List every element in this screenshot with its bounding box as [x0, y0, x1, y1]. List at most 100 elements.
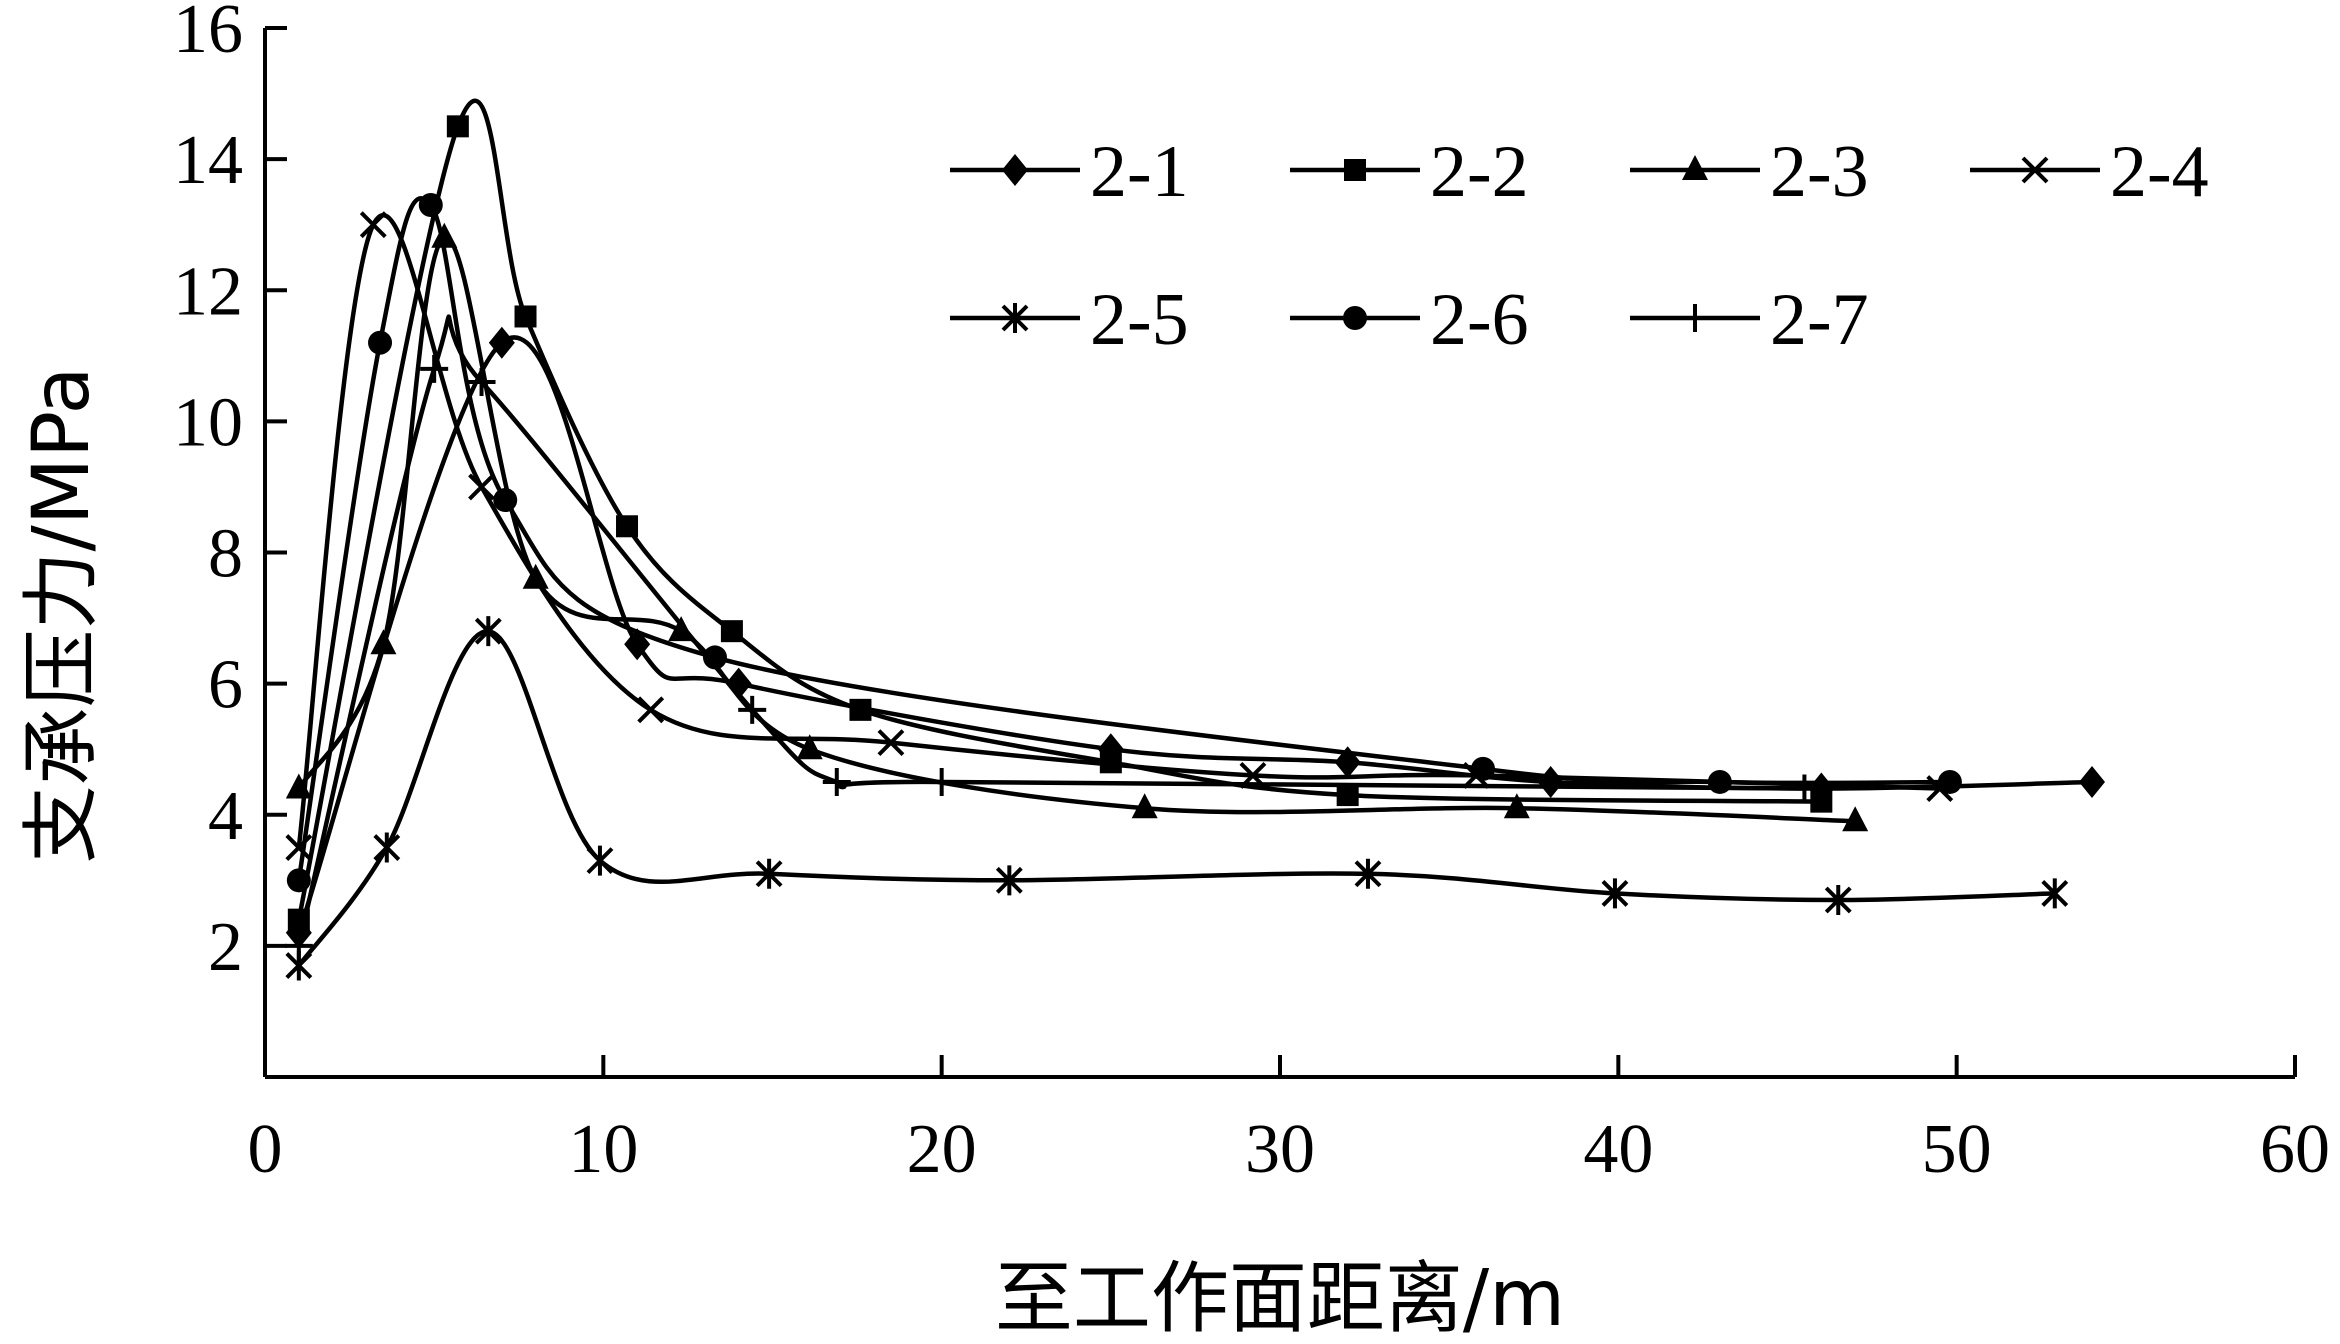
axes [263, 28, 2295, 1079]
data-point-2-7-4 [822, 767, 851, 796]
data-point-2-2-8 [1810, 790, 1833, 813]
x-axis-title: 至工作面距离/m [995, 1254, 1565, 1344]
data-point-2-3-7 [1503, 793, 1530, 819]
legend-label: 2-7 [1770, 279, 1869, 361]
data-point-2-5-4 [755, 858, 783, 889]
legend-item-2-1: 2-1 [950, 131, 1189, 213]
legend-marker-2-6 [1343, 306, 1367, 330]
legend-item-2-7: 2-7 [1630, 279, 1869, 361]
data-point-2-5-2 [474, 616, 502, 647]
data-point-2-3-1 [370, 629, 397, 655]
y-tick-label: 16 [173, 0, 243, 68]
data-point-2-4-4 [877, 729, 905, 757]
y-tick-label: 6 [208, 647, 243, 724]
x-tick-label: 0 [248, 1111, 283, 1188]
data-point-2-5-3 [586, 845, 614, 876]
legend-marker-2-2 [1344, 159, 1366, 181]
legend-label: 2-1 [1090, 131, 1189, 213]
data-point-2-4-1 [359, 211, 387, 239]
data-point-2-4-3 [637, 696, 665, 724]
data-point-2-7-3 [738, 695, 767, 724]
x-tick-label: 60 [2260, 1111, 2330, 1188]
x-tick-label: 20 [907, 1111, 977, 1188]
legend-label: 2-6 [1430, 279, 1529, 361]
data-point-2-1-6 [1537, 765, 1564, 798]
y-axis-title: 支承压力/MPa [17, 367, 107, 864]
y-tick-label: 10 [173, 384, 243, 461]
legend-marker-2-7 [1681, 304, 1709, 332]
data-point-2-6-5 [1471, 756, 1495, 781]
series-2-6 [286, 193, 1962, 893]
x-ticks: 0 10 20 30 40 50 60 [248, 1055, 2330, 1188]
data-point-2-3-5 [796, 734, 823, 760]
data-point-2-6-2 [418, 193, 443, 218]
data-point-2-5-6 [1354, 858, 1382, 889]
data-point-2-3-8 [1842, 806, 1869, 832]
legend-item-2-4: 2-4 [1970, 131, 2209, 213]
y-tick-label: 14 [173, 122, 243, 199]
data-point-2-2-5 [849, 698, 872, 721]
legend-item-2-3: 2-3 [1630, 131, 1869, 213]
y-tick-label: 2 [208, 909, 243, 986]
data-point-2-6-1 [368, 330, 393, 355]
series-line-2-4 [296, 213, 1943, 850]
legend-item-2-6: 2-6 [1290, 279, 1529, 361]
data-point-2-4-2 [468, 473, 495, 501]
data-point-2-6-0 [286, 868, 311, 893]
data-point-2-1-1 [488, 326, 515, 359]
series-2-2 [287, 98, 1833, 931]
data-point-2-7-0 [284, 931, 313, 960]
series-2-1 [285, 326, 2105, 949]
series-line-2-7 [296, 314, 1807, 949]
data-point-2-5-8 [1824, 884, 1852, 915]
series-line-2-1 [296, 335, 2095, 936]
series-2-5 [285, 616, 2069, 981]
data-point-2-7-5 [927, 767, 956, 796]
legend-label: 2-5 [1090, 279, 1189, 361]
legend-item-2-5: 2-5 [950, 279, 1189, 361]
legend-marker-2-1 [1002, 154, 1028, 186]
data-point-2-6-3 [493, 488, 518, 513]
data-point-2-5-9 [2041, 878, 2069, 909]
data-point-2-7-2 [467, 368, 496, 397]
x-tick-label: 50 [1922, 1111, 1992, 1188]
data-point-2-6-4 [702, 645, 727, 670]
y-tick-label: 4 [208, 778, 243, 855]
legend-marker-2-4 [2021, 156, 2049, 184]
series-2-7 [284, 314, 1819, 960]
data-point-2-2-3 [616, 515, 639, 538]
series [284, 98, 2105, 981]
data-point-2-1-8 [2079, 765, 2105, 798]
legend-label: 2-3 [1770, 131, 1869, 213]
data-point-2-2-6 [1099, 751, 1122, 774]
data-point-2-5-7 [1601, 878, 1629, 909]
data-point-2-3-2 [431, 222, 458, 248]
legend-item-2-2: 2-2 [1290, 131, 1529, 213]
legend: 2-1 2-2 2-3 2-4 2-5 2-6 2-7 [950, 131, 2209, 361]
y-tick-label: 8 [208, 516, 243, 593]
data-point-2-5-1 [373, 832, 401, 863]
legend-label: 2-2 [1430, 131, 1529, 213]
data-point-2-7-1 [420, 354, 449, 383]
data-point-2-6-7 [1937, 769, 1962, 794]
y-ticks: 2 4 6 8 10 12 14 16 [173, 0, 287, 986]
data-point-2-7-6 [1790, 774, 1819, 803]
data-point-2-5-5 [995, 865, 1023, 896]
x-tick-label: 30 [1245, 1111, 1315, 1188]
legend-marker-2-5 [1001, 303, 1029, 333]
legend-label: 2-4 [2110, 131, 2209, 213]
data-point-2-6-6 [1707, 769, 1732, 794]
y-tick-label: 12 [173, 253, 243, 330]
data-point-2-2-4 [720, 620, 743, 643]
data-point-2-1-3 [725, 667, 752, 700]
legend-marker-2-3 [1682, 155, 1708, 180]
data-point-2-3-6 [1131, 793, 1158, 819]
series-line-2-2 [296, 98, 1824, 922]
x-tick-label: 40 [1583, 1111, 1653, 1188]
x-tick-label: 10 [568, 1111, 638, 1188]
data-point-2-2-7 [1336, 784, 1359, 807]
series-line-2-5 [296, 628, 2058, 968]
data-point-2-2-1 [446, 115, 469, 138]
